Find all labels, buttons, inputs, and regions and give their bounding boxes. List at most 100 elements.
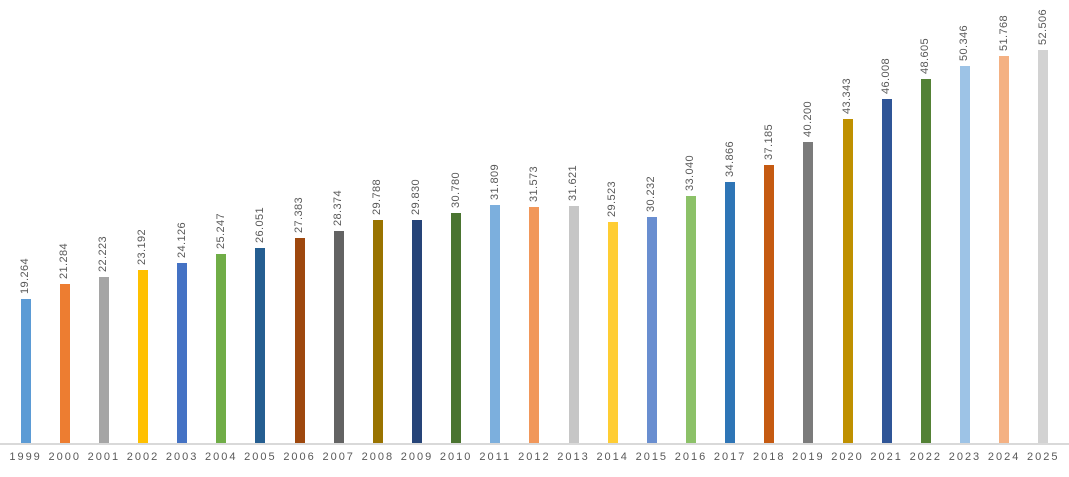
bar-column-2008: 29.788 2008 [358,0,397,477]
x-tick-label-2023: 2023 [948,451,982,463]
bar-stack: 28.374 [332,0,345,443]
x-tick-label-2018: 2018 [753,451,786,463]
bar-2001 [98,277,109,443]
data-label-2018: 37.185 [762,123,775,160]
bar-2004 [216,254,227,443]
bar-column-2007: 28.374 2007 [319,0,358,477]
bar-stack: 27.383 [293,0,306,443]
bar-2007 [333,231,344,443]
data-label-2007: 28.374 [332,189,345,226]
x-tick-label-2004: 2004 [205,451,238,463]
x-tick-label-2002: 2002 [126,451,160,463]
bar-column-2005: 26.051 2005 [241,0,280,477]
x-tick-label-2021: 2021 [870,451,903,463]
bar-2014 [607,222,618,443]
bar-2012 [529,207,540,443]
x-tick-label-2005: 2005 [244,451,277,463]
x-tick-label-2008: 2008 [361,451,395,463]
bar-column-2025: 52.506 2025 [1024,0,1063,477]
x-tick-label-2000: 2000 [48,451,81,463]
data-label-1999: 19.264 [19,257,32,294]
bar-column-2016: 33.040 2016 [671,0,710,477]
bar-stack: 22.223 [97,0,109,443]
data-label-2025: 52.506 [1036,8,1049,45]
bar-2000 [59,284,70,443]
bar-column-2024: 51.768 2024 [985,0,1024,477]
bar-column-2015: 30.232 2015 [632,0,671,477]
data-label-2010: 30.780 [449,171,462,208]
data-label-2014: 29.523 [606,180,619,217]
bar-2018 [764,165,775,443]
bar-2021 [881,99,892,443]
bar-stack: 26.051 [254,0,266,443]
bar-stack: 29.523 [606,0,619,443]
x-tick-label-2015: 2015 [635,451,669,463]
bar-column-2014: 29.523 2014 [593,0,632,477]
bar-stack: 29.788 [371,0,383,443]
x-tick-label-2017: 2017 [713,451,747,463]
data-label-2024: 51.768 [997,14,1010,51]
x-tick-label-2003: 2003 [165,451,199,463]
bar-column-2017: 34.866 2017 [711,0,750,477]
data-label-2019: 40.200 [801,100,814,137]
bar-stack: 51.768 [997,0,1010,443]
bar-column-2022: 48.605 2022 [906,0,945,477]
data-label-2015: 30.232 [645,175,658,212]
bar-column-2009: 29.830 2009 [397,0,436,477]
x-tick-label-2013: 2013 [557,451,590,463]
bar-2020 [842,119,853,443]
bar-column-2011: 31.809 2011 [476,0,515,477]
data-label-2006: 27.383 [293,196,306,233]
bar-stack: 31.573 [528,0,540,443]
bar-column-2013: 31.621 2013 [554,0,593,477]
x-tick-label-2006: 2006 [283,451,316,463]
bar-2016 [685,196,696,443]
bar-stack: 29.830 [410,0,423,443]
x-tick-label-2022: 2022 [909,451,943,463]
bar-2023 [959,66,970,443]
bar-1999 [20,299,31,443]
x-tick-label-2019: 2019 [792,451,825,463]
bar-2017 [725,182,736,443]
data-label-2002: 23.192 [136,228,149,265]
data-label-2022: 48.605 [919,37,932,74]
bar-stack: 40.200 [801,0,814,443]
data-label-2013: 31.621 [567,164,580,201]
bar-stack: 24.126 [175,0,188,443]
data-label-2004: 25.247 [214,212,227,249]
data-label-2023: 50.346 [958,24,971,61]
bar-2002 [137,270,148,443]
bar-stack: 34.866 [723,0,736,443]
bar-2003 [177,263,188,443]
bar-column-2021: 46.008 2021 [867,0,906,477]
bar-stack: 33.040 [684,0,697,443]
bar-2006 [294,238,305,443]
bar-stack: 46.008 [880,0,892,443]
bar-2025 [1038,50,1049,443]
data-label-2009: 29.830 [410,178,423,215]
bar-2010 [451,213,462,443]
data-label-2000: 21.284 [58,242,71,279]
bar-stack: 43.343 [841,0,853,443]
bar-column-2002: 23.192 2002 [123,0,162,477]
bar-column-2003: 24.126 2003 [163,0,202,477]
bar-column-2000: 21.284 2000 [45,0,84,477]
bar-stack: 30.232 [645,0,658,443]
data-label-2003: 24.126 [175,221,188,258]
bar-stack: 37.185 [762,0,775,443]
bar-stack: 31.621 [567,0,580,443]
data-label-2016: 33.040 [684,154,697,191]
bar-stack: 23.192 [136,0,149,443]
data-label-2017: 34.866 [723,140,736,177]
x-tick-label-2020: 2020 [831,451,864,463]
bar-stack: 52.506 [1036,0,1049,443]
x-tick-label-2014: 2014 [596,451,629,463]
bar-column-2023: 50.346 2023 [945,0,984,477]
bar-column-2019: 40.200 2019 [789,0,828,477]
bar-2009 [411,220,422,443]
x-tick-label-2016: 2016 [674,451,708,463]
bar-2024 [999,56,1010,443]
bar-column-2001: 22.223 2001 [84,0,123,477]
bar-column-2004: 25.247 2004 [202,0,241,477]
x-tick-label-2010: 2010 [439,451,473,463]
